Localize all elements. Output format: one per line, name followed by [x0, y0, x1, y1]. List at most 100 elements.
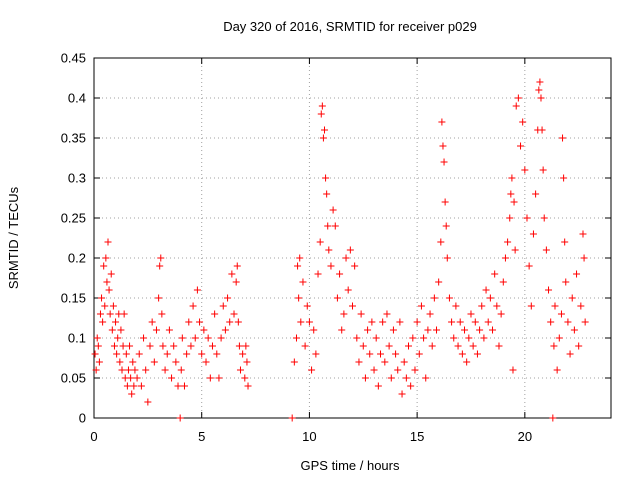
data-point: [443, 254, 451, 262]
data-point: [568, 294, 576, 302]
data-point: [422, 374, 430, 382]
data-point: [158, 310, 166, 318]
data-point: [415, 350, 423, 358]
data-point: [243, 358, 251, 366]
data-point: [101, 302, 109, 310]
data-point: [566, 350, 574, 358]
data-point: [561, 238, 569, 246]
chart-title: Day 320 of 2016, SRMTID for receiver p02…: [223, 19, 477, 34]
x-tick-label: 20: [518, 429, 532, 444]
data-point: [235, 342, 243, 350]
data-point: [575, 342, 583, 350]
data-point: [217, 334, 225, 342]
data-point: [232, 278, 240, 286]
data-point: [108, 326, 116, 334]
data-point: [242, 342, 250, 350]
data-point: [426, 310, 434, 318]
data-point: [370, 366, 378, 374]
data-point: [562, 278, 570, 286]
x-axis-label: GPS time / hours: [301, 458, 400, 473]
data-point: [123, 382, 131, 390]
data-point: [398, 390, 406, 398]
data-point: [96, 310, 104, 318]
data-point: [176, 414, 184, 422]
y-tick-label: 0.3: [68, 171, 86, 186]
data-point: [163, 350, 171, 358]
data-point: [433, 326, 441, 334]
data-point: [135, 350, 143, 358]
data-point: [346, 246, 354, 254]
data-point: [219, 302, 227, 310]
data-point: [507, 190, 515, 198]
data-point: [471, 318, 479, 326]
data-point: [532, 190, 540, 198]
data-point: [170, 342, 178, 350]
data-point: [117, 326, 125, 334]
y-tick-label: 0.15: [61, 291, 86, 306]
data-point: [463, 358, 471, 366]
data-point: [491, 270, 499, 278]
data-point: [98, 294, 106, 302]
data-point: [105, 286, 113, 294]
data-points: [91, 78, 589, 422]
grid-lines: [94, 58, 611, 418]
data-point: [549, 414, 557, 422]
data-point: [93, 334, 101, 342]
data-point: [517, 142, 525, 150]
data-point: [519, 118, 527, 126]
data-point: [99, 318, 107, 326]
data-point: [322, 174, 330, 182]
data-point: [402, 374, 410, 382]
data-point: [379, 318, 387, 326]
data-point: [120, 310, 128, 318]
data-point: [314, 270, 322, 278]
data-point: [559, 134, 567, 142]
y-tick-label: 0.1: [68, 331, 86, 346]
data-point: [411, 366, 419, 374]
data-point: [489, 326, 497, 334]
data-point: [509, 366, 517, 374]
data-point: [521, 166, 529, 174]
data-point: [430, 294, 438, 302]
data-point: [523, 214, 531, 222]
data-point: [465, 334, 473, 342]
data-point: [493, 302, 501, 310]
data-point: [142, 366, 150, 374]
data-point: [440, 158, 448, 166]
data-point: [407, 382, 415, 390]
data-point: [499, 278, 507, 286]
y-tick-label: 0.35: [61, 131, 86, 146]
data-point: [394, 366, 402, 374]
data-point: [295, 294, 303, 302]
y-tick-label: 0.05: [61, 371, 86, 386]
data-point: [318, 102, 326, 110]
data-point: [236, 366, 244, 374]
data-point: [95, 358, 103, 366]
data-point: [409, 334, 417, 342]
data-point: [336, 270, 344, 278]
data-point: [165, 326, 173, 334]
data-point: [224, 294, 232, 302]
data-point: [152, 326, 160, 334]
data-point: [361, 374, 369, 382]
data-point: [557, 310, 565, 318]
data-point: [244, 382, 252, 390]
data-point: [185, 318, 193, 326]
data-point: [547, 318, 555, 326]
data-point: [377, 350, 385, 358]
data-point: [126, 342, 134, 350]
data-point: [581, 318, 589, 326]
data-point: [417, 302, 425, 310]
data-point: [316, 238, 324, 246]
data-point: [442, 222, 450, 230]
data-point: [580, 254, 588, 262]
data-point: [206, 374, 214, 382]
data-point: [461, 326, 469, 334]
data-point: [91, 350, 99, 358]
data-point: [187, 342, 195, 350]
data-point: [130, 382, 138, 390]
data-point: [122, 350, 130, 358]
data-point: [551, 302, 559, 310]
data-point: [310, 326, 318, 334]
data-point: [103, 278, 111, 286]
